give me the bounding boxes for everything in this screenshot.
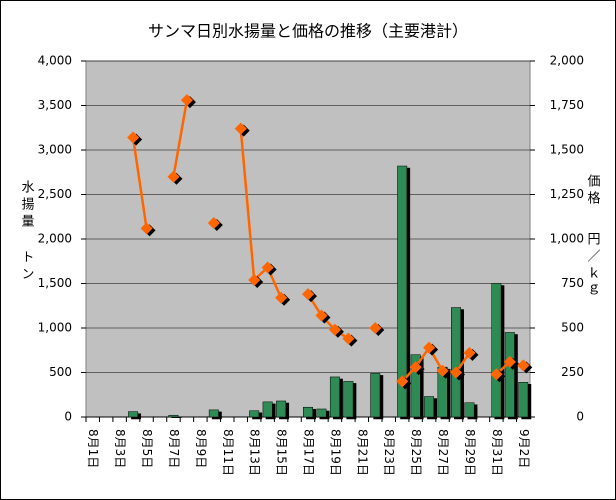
- chart-title: サンマ日別水揚量と価格の推移（主要港計）: [148, 22, 468, 41]
- x-tick-label: 8月17日: [302, 429, 316, 476]
- y2-tick-label: 1,500: [550, 143, 584, 157]
- x-tick-label: 8月25日: [409, 429, 423, 476]
- price-marker: [315, 309, 328, 322]
- bar: [518, 382, 529, 418]
- y2-tick-label: 2,000: [550, 54, 584, 68]
- x-tick-label: 8月7日: [167, 429, 181, 468]
- x-tick-label: 8月31日: [490, 429, 504, 476]
- price-marker: [517, 359, 530, 372]
- price-marker: [423, 341, 436, 354]
- price-marker: [490, 368, 503, 381]
- bar: [504, 332, 515, 418]
- y2-axis-label: 価格: [585, 174, 601, 208]
- y2-tick-label: 1,750: [550, 98, 584, 112]
- x-tick-label: 8月1日: [86, 429, 100, 468]
- price-line: [131, 99, 524, 383]
- price-marker: [180, 94, 193, 107]
- price-marker: [342, 332, 355, 345]
- price-marker: [369, 322, 382, 334]
- price-marker: [127, 131, 140, 144]
- bar: [276, 400, 287, 418]
- bar: [464, 402, 475, 418]
- x-tick-label: 8月11日: [221, 429, 235, 476]
- y-tick-label: 500: [49, 365, 72, 379]
- y-tick-label: 3,000: [38, 143, 72, 157]
- price-marker: [409, 361, 422, 374]
- price-marker: [207, 216, 220, 229]
- x-tick-label: 8月9日: [194, 429, 208, 468]
- x-tick-label: 8月21日: [355, 429, 369, 476]
- bar: [491, 283, 502, 418]
- bar: [343, 381, 354, 418]
- x-tick-label: 8月29日: [463, 429, 477, 476]
- x-tick-label: 8月19日: [328, 429, 342, 476]
- price-marker: [436, 364, 449, 377]
- price-marker: [396, 375, 409, 388]
- bar: [303, 406, 313, 418]
- price-marker: [248, 273, 261, 286]
- price-marker: [167, 170, 180, 183]
- price-marker: [261, 261, 274, 274]
- y-tick-label: 3,500: [38, 98, 72, 112]
- y-tick-label: 1,000: [38, 321, 72, 335]
- y2-tick-label: 250: [561, 365, 584, 379]
- bar: [410, 354, 421, 418]
- price-marker: [463, 346, 476, 359]
- x-tick-label: 9月2日: [517, 429, 531, 468]
- bar: [329, 376, 340, 418]
- x-tick-label: 8月23日: [382, 429, 396, 476]
- x-tick-label: 8月27日: [436, 429, 450, 476]
- y2-tick-label: 500: [561, 321, 584, 335]
- price-marker: [234, 122, 247, 135]
- price-marker: [503, 355, 516, 368]
- y-tick-label: 1,500: [38, 276, 72, 290]
- price-marker: [450, 366, 462, 379]
- y2-tick-label: 1,000: [550, 232, 584, 246]
- x-tick-label: 8月3日: [113, 429, 127, 468]
- y2-tick-label: 1,250: [550, 187, 584, 201]
- y2-axis-unit: 円／ｋｇ: [585, 232, 601, 300]
- y-tick-label: 2,000: [38, 232, 72, 246]
- bar: [262, 401, 273, 418]
- y-axis-unit: トン: [19, 250, 34, 284]
- bar: [249, 410, 260, 418]
- price-marker: [275, 291, 288, 304]
- price-marker: [328, 323, 341, 336]
- bar: [128, 411, 139, 418]
- bar: [208, 409, 219, 418]
- x-tick-label: 8月5日: [140, 429, 154, 468]
- y-tick-label: 2,500: [38, 187, 72, 201]
- y-axis-label: 水揚量: [19, 180, 35, 231]
- bar: [424, 396, 435, 418]
- bar: [451, 307, 461, 418]
- bar: [168, 414, 179, 418]
- y-tick-label: 4,000: [38, 54, 72, 68]
- price-marker: [302, 288, 314, 301]
- y2-tick-label: 750: [561, 276, 584, 290]
- x-tick-label: 8月15日: [275, 429, 289, 476]
- y-tick-label: 0: [64, 410, 72, 424]
- price-marker: [140, 222, 153, 235]
- bar: [397, 165, 408, 418]
- x-tick-label: 8月13日: [248, 429, 262, 476]
- y2-tick-label: 0: [576, 410, 584, 424]
- bar: [316, 408, 327, 418]
- bar: [370, 373, 381, 418]
